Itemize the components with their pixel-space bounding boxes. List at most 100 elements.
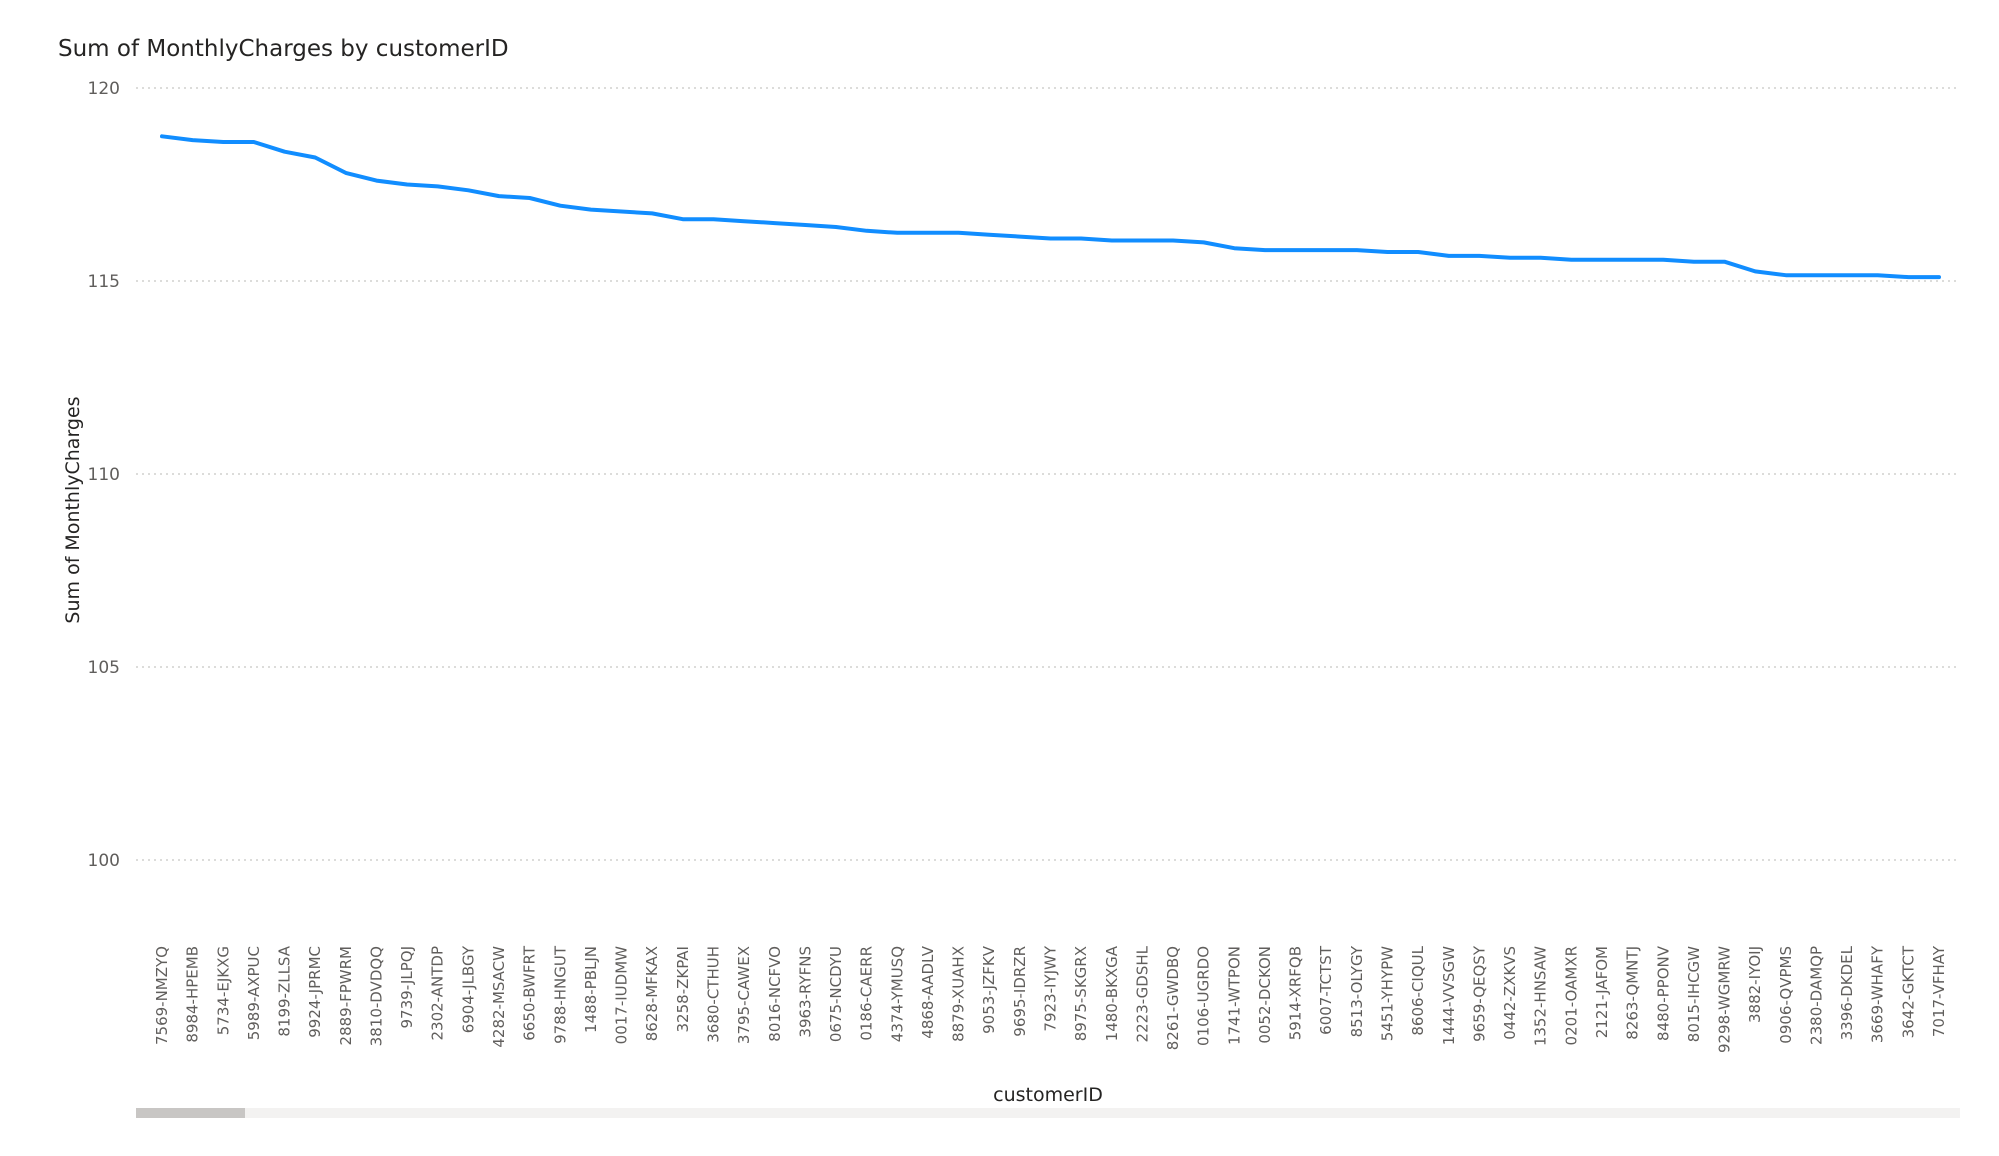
data-point[interactable]: [159, 133, 165, 139]
data-point[interactable]: [925, 230, 931, 236]
y-tick-label: 100: [88, 851, 120, 871]
data-point[interactable]: [496, 193, 502, 199]
x-tick-label: 9695-IDRZR: [1011, 946, 1029, 1037]
data-point[interactable]: [343, 170, 349, 176]
x-tick-label: 7923-IYJWY: [1042, 945, 1060, 1031]
data-point[interactable]: [404, 182, 410, 188]
x-tick-label: 2380-DAMQP: [1807, 946, 1825, 1045]
data-point[interactable]: [588, 207, 594, 213]
data-point[interactable]: [1813, 272, 1819, 278]
data-point[interactable]: [1385, 249, 1391, 255]
x-tick-label: 4868-AADLV: [919, 945, 937, 1038]
data-point[interactable]: [741, 218, 747, 224]
x-tick-label: 5451-YHYPW: [1379, 946, 1397, 1041]
gridlines: [136, 87, 1960, 861]
data-point[interactable]: [894, 230, 900, 236]
x-tick-label: 2889-FPWRM: [337, 946, 355, 1045]
horizontal-scrollbar[interactable]: [136, 1108, 1960, 1118]
x-tick-label: 0017-IUDMW: [613, 946, 631, 1044]
data-point[interactable]: [1201, 239, 1207, 245]
data-point[interactable]: [649, 210, 655, 216]
data-point[interactable]: [711, 216, 717, 222]
data-point[interactable]: [1752, 268, 1758, 274]
data-point[interactable]: [190, 137, 196, 143]
x-tick-label: 3810-DVDQQ: [367, 946, 385, 1046]
x-tick-label: 2223-GDSHL: [1133, 945, 1151, 1042]
data-point[interactable]: [1262, 247, 1268, 253]
x-tick-label: 3882-IYOIJ: [1746, 946, 1764, 1023]
data-point[interactable]: [956, 230, 962, 236]
data-point[interactable]: [435, 183, 441, 189]
x-tick-label: 0186-CAERR: [858, 946, 876, 1041]
x-tick-label: 4282-MSACW: [490, 946, 508, 1048]
x-tick-label: 8975-SKGRX: [1072, 946, 1090, 1041]
x-tick-label: 9739-JLPQJ: [398, 946, 416, 1028]
data-point[interactable]: [374, 178, 380, 184]
data-point[interactable]: [1722, 259, 1728, 265]
data-point[interactable]: [1568, 257, 1574, 263]
data-point[interactable]: [1139, 238, 1145, 244]
data-point[interactable]: [986, 232, 992, 238]
x-tick-label: 8261-GWDBQ: [1164, 946, 1182, 1050]
x-tick-label: 2302-ANTDP: [429, 946, 447, 1041]
data-point[interactable]: [1293, 247, 1299, 253]
x-tick-label: 9298-WGMRW: [1716, 946, 1734, 1053]
data-point[interactable]: [1048, 236, 1054, 242]
data-point[interactable]: [772, 220, 778, 226]
x-tick-label: 1444-VVSGW: [1440, 946, 1458, 1045]
data-point[interactable]: [527, 195, 533, 201]
data-point[interactable]: [833, 224, 839, 230]
data-point[interactable]: [1476, 253, 1482, 259]
data-point[interactable]: [619, 209, 625, 215]
data-point[interactable]: [251, 139, 257, 145]
x-tick-label: 8513-OLYGY: [1348, 945, 1366, 1037]
data-point[interactable]: [1415, 249, 1421, 255]
x-tick-label: 1741-WTPON: [1225, 946, 1243, 1045]
data-point[interactable]: [1844, 272, 1850, 278]
data-point[interactable]: [1017, 234, 1023, 240]
data-point[interactable]: [1446, 253, 1452, 259]
y-tick-label: 120: [88, 79, 120, 99]
data-point[interactable]: [680, 216, 686, 222]
x-tick-label: 3258-ZKPAI: [674, 946, 692, 1032]
data-point[interactable]: [1599, 257, 1605, 263]
data-point[interactable]: [1783, 272, 1789, 278]
series-line-layer: [159, 133, 1942, 280]
x-tick-label: 8016-NCFVO: [766, 946, 784, 1042]
data-point[interactable]: [864, 228, 870, 234]
data-point[interactable]: [802, 222, 808, 228]
x-tick-label: 6650-BWFRT: [521, 945, 539, 1041]
data-point[interactable]: [282, 149, 288, 155]
data-point[interactable]: [1170, 238, 1176, 244]
data-point[interactable]: [465, 187, 471, 193]
x-tick-label: 3396-DKDEL: [1838, 945, 1856, 1040]
x-tick-label: 1488-PBLJN: [582, 946, 600, 1033]
scrollbar-thumb[interactable]: [136, 1108, 245, 1118]
x-tick-label: 3795-CAWEX: [735, 946, 753, 1044]
data-point[interactable]: [1507, 255, 1513, 261]
data-point[interactable]: [1660, 257, 1666, 263]
x-tick-label: 5734-EJKXG: [214, 946, 232, 1035]
data-point[interactable]: [1078, 236, 1084, 242]
y-tick-label: 115: [88, 272, 120, 292]
data-point[interactable]: [1354, 247, 1360, 253]
data-point[interactable]: [1109, 238, 1115, 244]
data-point[interactable]: [1691, 259, 1697, 265]
x-tick-label: 1352-HNSAW: [1532, 946, 1550, 1046]
data-point[interactable]: [312, 155, 318, 161]
data-point[interactable]: [1875, 272, 1881, 278]
data-point[interactable]: [1630, 257, 1636, 263]
data-point[interactable]: [557, 203, 563, 209]
data-point[interactable]: [1936, 274, 1942, 280]
data-point[interactable]: [1323, 247, 1329, 253]
x-tick-label: 8984-HPEMB: [184, 946, 202, 1043]
y-axis-title: Sum of MonthlyCharges: [62, 396, 84, 623]
data-point[interactable]: [1231, 245, 1237, 251]
data-point[interactable]: [1905, 274, 1911, 280]
data-point[interactable]: [1538, 255, 1544, 261]
x-tick-label: 8606-CIQUL: [1409, 945, 1427, 1035]
data-point[interactable]: [220, 139, 226, 145]
x-tick-label: 0201-OAMXR: [1562, 946, 1580, 1045]
series-line[interactable]: [160, 134, 1941, 280]
